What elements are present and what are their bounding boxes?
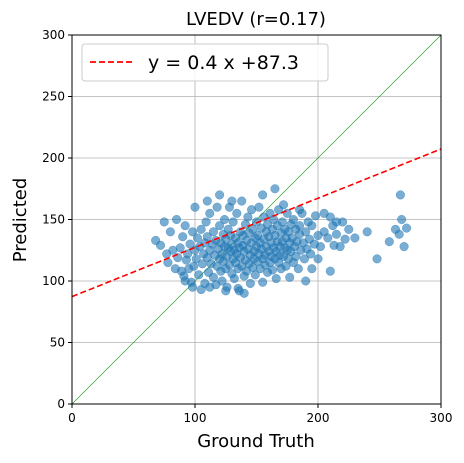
legend: y = 0.4 x +87.3: [81, 43, 329, 82]
data-point: [362, 227, 372, 237]
data-point: [325, 266, 335, 276]
data-point: [250, 270, 260, 280]
data-point: [187, 282, 198, 292]
data-point: [245, 278, 255, 289]
fit-line: [72, 148, 441, 298]
data-point: [228, 217, 238, 227]
data-point: [340, 234, 350, 244]
data-point: [243, 212, 253, 222]
data-point: [205, 208, 215, 218]
data-point: [307, 264, 317, 274]
data-point: [165, 227, 175, 237]
data-point: [372, 254, 382, 264]
data-point: [194, 270, 204, 280]
data-point: [196, 224, 206, 234]
data-point: [293, 264, 303, 274]
data-point: [270, 184, 280, 194]
legend-box: [81, 43, 329, 82]
y-axis-label: Predicted: [10, 178, 31, 263]
data-point: [315, 242, 326, 252]
chart-title: LVEDV (r=0.17): [186, 9, 326, 30]
data-point: [295, 205, 305, 215]
data-point: [190, 202, 200, 212]
data-point: [191, 254, 201, 264]
data-point: [350, 233, 360, 243]
data-point: [397, 214, 407, 225]
data-point: [384, 237, 394, 247]
data-point: [271, 273, 281, 284]
data-point: [399, 242, 409, 252]
legend-label: y = 0.4 x +87.3: [148, 52, 299, 74]
data-point: [201, 217, 211, 227]
data-point: [205, 282, 215, 292]
data-point: [215, 221, 225, 231]
data-point: [258, 277, 268, 287]
data-point: [313, 254, 323, 264]
y-tick-label: 100: [42, 274, 65, 288]
data-point: [394, 229, 404, 239]
data-point: [202, 232, 212, 242]
data-point: [307, 221, 317, 231]
data-point: [288, 214, 298, 225]
y-tick-label: 300: [42, 28, 65, 42]
data-point: [180, 276, 190, 286]
data-point: [192, 233, 203, 243]
data-point: [285, 272, 295, 282]
data-points: [151, 184, 412, 298]
data-point: [319, 208, 329, 218]
data-point: [172, 214, 182, 225]
data-point: [219, 214, 230, 225]
data-point: [239, 288, 249, 298]
x-tick-label: 200: [307, 411, 330, 425]
x-tick-label: 300: [430, 411, 453, 425]
data-point: [344, 224, 354, 234]
data-point: [202, 196, 212, 206]
y-tick-label: 0: [57, 397, 65, 411]
data-point: [229, 273, 239, 284]
data-point: [267, 265, 278, 275]
data-point: [178, 232, 188, 242]
data-point: [331, 229, 342, 239]
data-point: [180, 221, 190, 231]
y-axis-ticks: 0 50 100 150 200 250 300: [42, 28, 72, 411]
data-point: [217, 276, 227, 286]
data-point: [185, 239, 195, 249]
data-point: [279, 200, 289, 210]
x-axis-label: Ground Truth: [197, 431, 315, 452]
data-point: [156, 240, 166, 250]
data-point: [159, 217, 169, 227]
data-point: [254, 202, 264, 212]
data-point: [402, 223, 412, 233]
data-point: [187, 227, 198, 237]
data-point: [301, 276, 311, 286]
data-point: [395, 190, 405, 200]
data-point: [221, 286, 231, 296]
x-axis-ticks: 0 100 200 300: [68, 404, 452, 425]
data-point: [329, 240, 339, 250]
data-point: [331, 217, 342, 227]
data-point: [227, 196, 237, 206]
data-point: [301, 227, 311, 237]
data-point: [323, 233, 333, 243]
data-point: [291, 251, 301, 261]
y-tick-label: 250: [42, 90, 65, 104]
data-point: [212, 202, 222, 212]
x-tick-label: 100: [184, 411, 207, 425]
data-point: [310, 211, 321, 221]
data-point: [215, 190, 225, 200]
data-point: [237, 196, 247, 206]
data-point: [233, 283, 243, 293]
data-point: [208, 227, 218, 237]
y-tick-label: 150: [42, 213, 65, 227]
data-point: [258, 190, 268, 200]
data-point: [196, 285, 206, 295]
y-tick-label: 200: [42, 151, 65, 165]
x-tick-label: 0: [68, 411, 76, 425]
y-tick-label: 50: [50, 336, 65, 350]
data-point: [175, 243, 185, 253]
data-point: [232, 208, 242, 218]
data-point: [306, 249, 316, 259]
data-point: [299, 254, 310, 264]
